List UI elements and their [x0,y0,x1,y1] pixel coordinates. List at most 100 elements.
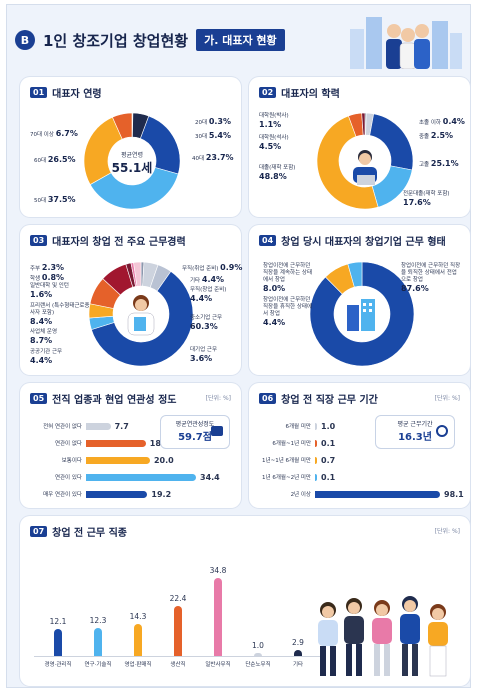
page-header: B 1인 창조기업 창업현황 가. 대표자 현황 [15,29,285,51]
relevance-label-0: 전혀 연관이 없다 [43,424,82,430]
career-label-7: 프리랜서 (특수형태근로종사자 포함) 8.4% [30,303,90,326]
age-label-40: 40대 23.7% [192,153,234,162]
relevance-bar-4 [86,491,148,498]
career-label-5: 공공기관 근무 4.4% [30,349,63,365]
job-value-5: 1.0 [252,641,264,650]
person-laptop-icon [353,150,377,185]
period-value-2: 0.7 [321,456,336,465]
job-bar-5 [254,653,262,656]
card-number: 06 [259,393,277,404]
period-label-3: 1년 6개월~2년 미만 [262,475,311,481]
relevance-label-1: 연관이 없다 [54,441,82,447]
card-title: 대표자의 창업 전 주요 근무경력 [52,237,186,248]
career-label-6: 사업체 운영 8.7% [30,329,58,345]
job-value-6: 2.9 [292,637,304,647]
card-number: 02 [259,87,277,98]
infographic-page: B 1인 창조기업 창업현황 가. 대표자 현황 01 대표자 연령 평균연령 55… [6,4,471,688]
relevance-value-2: 20.0 [153,456,174,465]
period-bar-1 [315,440,317,447]
relevance-label-3: 연관이 있다 [54,475,82,481]
edu-label-doctor: 대학원(박사) 1.1% [259,113,289,129]
career-label-2: 무직(창업 준비) 4.4% [190,287,227,303]
age-slice-5 [112,112,133,140]
job-label-6: 기타 [292,662,304,668]
card-age: 01 대표자 연령 평균연령 55.1세 20대 0.3% 30대 5.4% 40대… [20,77,241,217]
age-label-50: 50대 37.5% [34,195,76,204]
job-label-2: 영업·판매직 [124,662,152,668]
age-label-30: 30대 5.4% [195,131,231,140]
form-label-1: 창업이전에 근무하던 직장을 계속하는 상태에서 창업 8.0% [263,263,313,293]
card-number: 03 [30,235,48,246]
relevance-bar-3 [86,474,196,481]
donut-chart-career [88,261,194,367]
job-label-1: 연구·기술직 [84,662,112,668]
card-education: 02 대표자의 학력 초졸 이하 0.4% 중졸 2.5% 고졸 25.1% 전문… [249,77,470,217]
period-average-box: 평균 근무기간 16.3년 [375,415,455,449]
card-title: 대표자의 학력 [281,89,340,100]
age-center: 평균연령 55.1세 [102,150,162,176]
page-subtitle: 가. 대표자 현황 [196,29,285,51]
period-value-4: 98.1 [444,490,464,499]
job-bar-1 [94,628,102,656]
donut-chart-work-form [309,261,415,367]
relevance-label-4: 매우 연관이 있다 [43,492,82,498]
relevance-label-2: 보통이다 [61,458,82,464]
card-title: 창업 전 근무 직종 [52,528,127,539]
relevance-average-box: 평균연관성정도 59.7점 [160,415,230,449]
unit-label: [단위: %] [434,395,460,402]
period-label-2: 1년~1년 6개월 미만 [262,458,311,464]
bar-chart-job: 12.1 경영·관리직 12.3 연구·기술직 14.3 영업·판매직 22.4 생산직 34.… [40,556,320,668]
people-group-illustration [318,596,448,677]
career-label-8: 일반대학 및 인턴 1.6% [30,283,69,299]
career-label-10: 주부 2.3% [30,263,65,272]
age-label-60: 60대 26.5% [34,155,76,164]
job-value-0: 12.1 [49,616,67,626]
job-label-4: 일반사무직 [205,662,231,668]
relevance-value-0: 7.7 [114,422,129,431]
period-label-1: 6개월~1년 미만 [272,441,311,447]
unit-label: [단위: %] [434,528,460,535]
card-period: 06 창업 전 직장 근무 기간 [단위: %] 6개월 미만 1.0 6개월~1년 … [249,383,470,508]
career-label-0: 무직(취업 준비) 0.9% [182,263,243,272]
relevance-value-1: 18.7 [150,439,170,448]
axis-line [34,656,324,657]
edu-label-college: 전문대졸(재학 포함) 17.6% [403,191,450,207]
avg-value: 59.7점 [178,432,212,443]
donut-chart-education [316,112,414,210]
form-slice-2 [347,261,363,288]
card-number: 01 [30,87,48,98]
career-label-1: 기타 4.4% [190,275,225,284]
relevance-value-3: 34.4 [200,473,220,482]
form-label-2: 창업이전에 근무하던 직장을 휴직한 상태에서 창업 4.4% [263,297,313,327]
job-bar-6 [294,649,302,656]
period-label-4: 2년 이상 [290,492,311,498]
career-label-4: 대기업 근무 3.6% [190,347,218,363]
job-value-1: 12.3 [89,616,107,626]
donut-chart-age [83,112,181,210]
period-bar-2 [315,457,317,464]
card-number: 04 [259,235,277,246]
avg-value: 16.3년 [398,432,432,443]
career-slice-3 [91,270,194,367]
job-bar-0 [54,628,62,656]
period-value-3: 0.1 [321,473,336,482]
card-job: 07 창업 전 근무 직종 [단위: %] 12.1 경영·관리직 12.3 연구·기술… [20,516,470,686]
job-label-0: 경영·관리직 [44,662,72,668]
person-document-icon [127,295,155,336]
job-value-4: 34.8 [209,566,227,575]
section-badge: B [15,30,35,50]
age-label-70: 70대 이상 6.7% [30,129,78,138]
edu-label-mid: 중졸 2.5% [419,131,454,140]
period-bar-3 [315,474,317,481]
age-center-value: 55.1세 [111,161,153,175]
job-value-3: 22.4 [169,593,187,603]
card-title: 전직 업종과 현업 연관성 정도 [52,395,177,406]
job-bar-4 [214,578,222,656]
avg-label: 평균연관성정도 [175,421,215,428]
edu-label-elem: 초졸 이하 0.4% [419,117,465,126]
relevance-value-4: 19.2 [151,490,172,499]
period-value-1: 0.1 [321,439,336,448]
job-bar-3 [174,605,182,656]
briefcase-icon [211,426,223,436]
period-bar-0 [315,423,317,430]
